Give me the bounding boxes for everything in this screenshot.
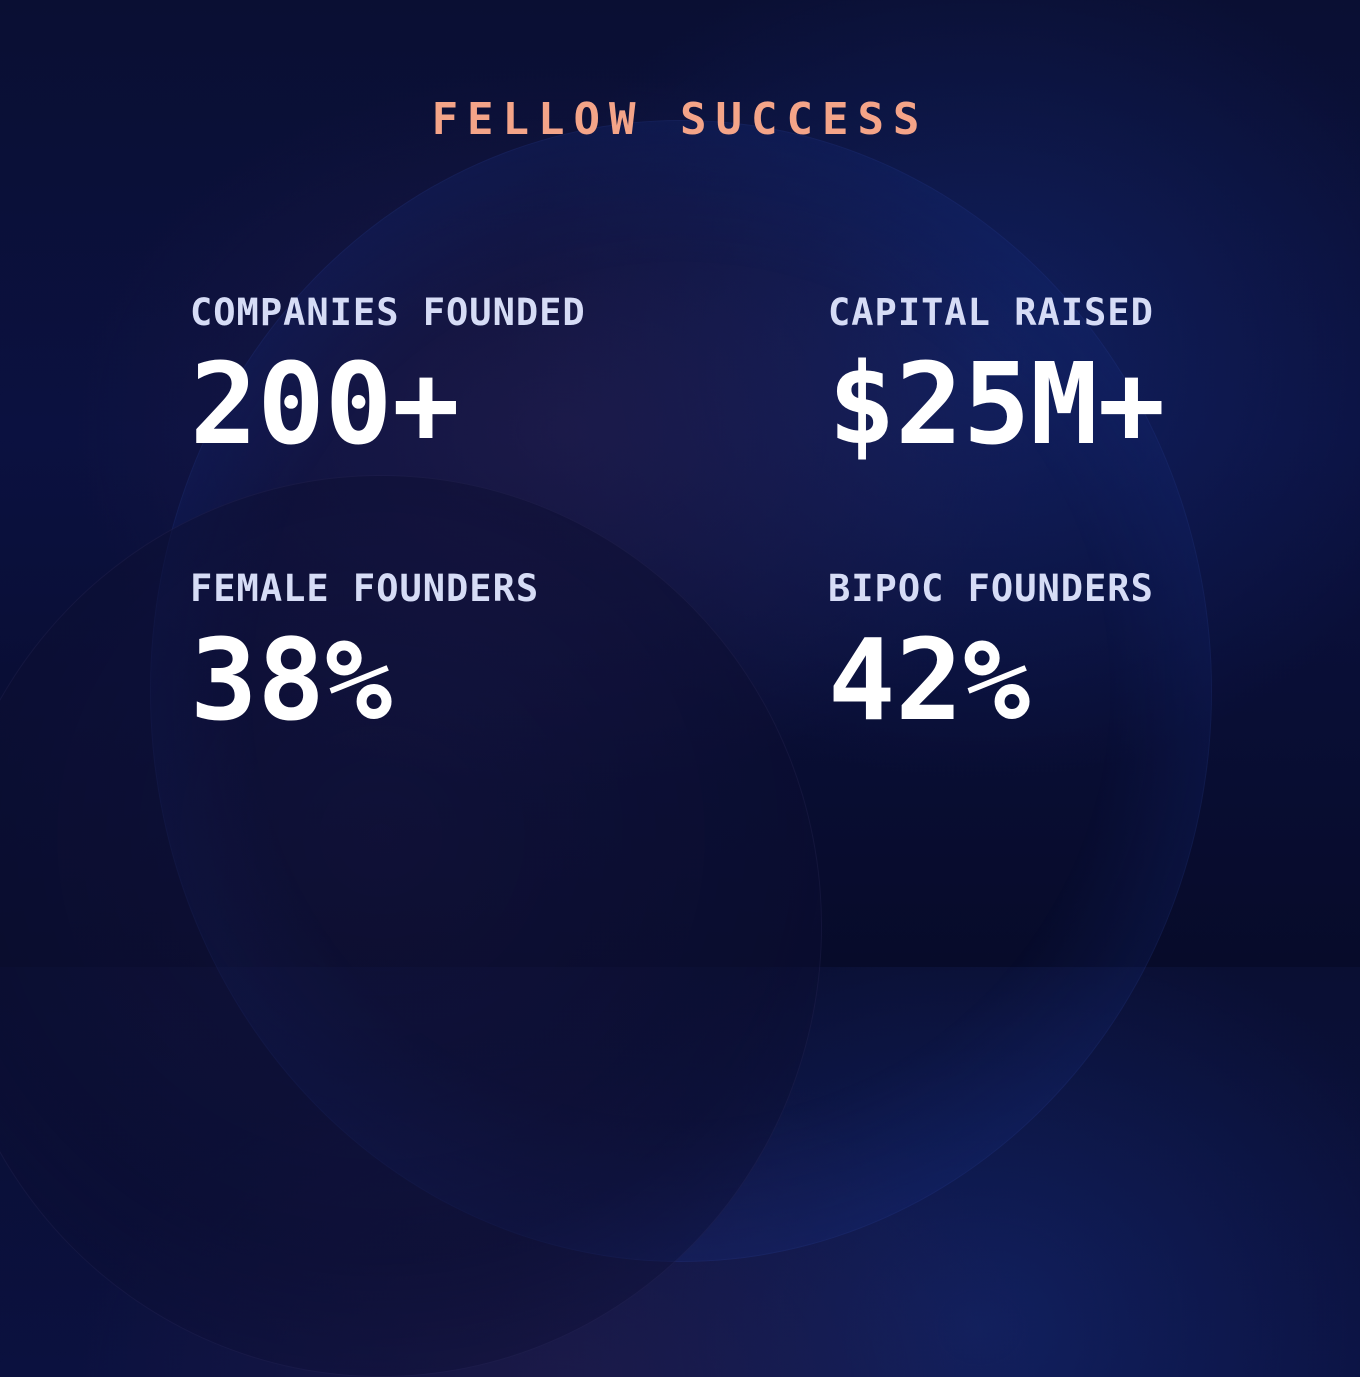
stat-value: $25M+: [828, 349, 1165, 461]
stat-label: COMPANIES FOUNDED: [190, 294, 586, 331]
stat-companies-founded: COMPANIES FOUNDED 200+: [190, 294, 586, 461]
stat-value: 42%: [828, 625, 1154, 737]
stat-bipoc-founders: BIPOC FOUNDERS 42%: [828, 570, 1154, 737]
stat-female-founders: FEMALE FOUNDERS 38%: [190, 570, 539, 737]
stat-label: BIPOC FOUNDERS: [828, 570, 1154, 607]
stat-label: FEMALE FOUNDERS: [190, 570, 539, 607]
stat-label: CAPITAL RAISED: [828, 294, 1165, 331]
stat-value: 200+: [190, 349, 586, 461]
stat-capital-raised: CAPITAL RAISED $25M+: [828, 294, 1165, 461]
stat-value: 38%: [190, 625, 539, 737]
page-title: FELLOW SUCCESS: [0, 94, 1360, 145]
